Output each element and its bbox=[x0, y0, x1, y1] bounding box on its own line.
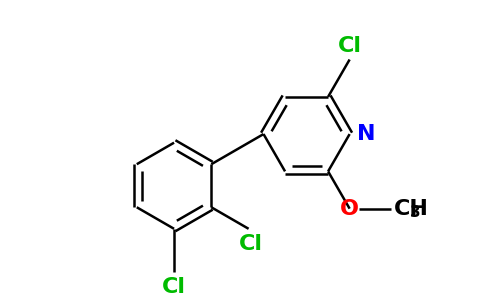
Text: Cl: Cl bbox=[162, 277, 186, 297]
Text: N: N bbox=[357, 124, 376, 144]
Text: 3: 3 bbox=[410, 205, 421, 220]
Text: Cl: Cl bbox=[239, 234, 263, 254]
Text: CH: CH bbox=[393, 199, 428, 219]
Text: O: O bbox=[340, 199, 359, 219]
Text: Cl: Cl bbox=[338, 36, 362, 56]
